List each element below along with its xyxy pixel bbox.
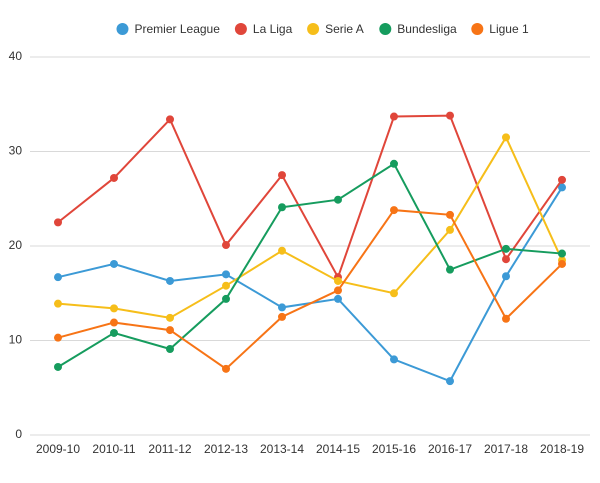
series-line	[57, 162, 563, 368]
data-point	[166, 276, 174, 285]
data-point	[278, 171, 286, 180]
data-point	[166, 115, 174, 124]
data-point	[446, 265, 454, 274]
data-point	[222, 270, 230, 279]
data-point	[166, 313, 174, 322]
x-tick-label: 2016-17	[428, 442, 472, 456]
y-tick-label: 0	[15, 427, 22, 441]
data-point	[54, 273, 62, 282]
data-point	[278, 312, 286, 321]
y-tick-label: 40	[9, 49, 23, 63]
x-tick-label: 2017-18	[484, 442, 528, 456]
legend-label: Premier League	[135, 22, 221, 36]
data-point	[502, 133, 510, 142]
legend-label: La Liga	[253, 22, 293, 36]
data-point	[334, 276, 342, 285]
data-point	[222, 281, 230, 290]
data-point	[222, 241, 230, 250]
y-tick-label: 10	[9, 333, 23, 347]
data-point	[222, 364, 230, 373]
data-point	[334, 195, 342, 204]
legend-swatch	[307, 23, 320, 35]
legend-swatch	[234, 23, 247, 35]
data-point	[54, 218, 62, 227]
legend-label: Bundesliga	[397, 22, 457, 36]
data-point	[446, 210, 454, 219]
x-tick-label: 2015-16	[372, 442, 416, 456]
data-point	[558, 259, 566, 268]
x-tick-label: 2014-15	[316, 442, 360, 456]
data-point	[558, 183, 566, 192]
data-point	[110, 318, 118, 327]
series-line	[57, 114, 563, 280]
data-point	[390, 159, 398, 168]
data-point	[502, 255, 510, 264]
x-tick-label: 2010-11	[92, 442, 135, 456]
x-tick-label: 2018-19	[540, 442, 584, 456]
data-point	[166, 345, 174, 354]
legend-label: Serie A	[325, 22, 364, 36]
data-point	[558, 249, 566, 258]
data-point	[54, 333, 62, 342]
data-point	[110, 173, 118, 182]
data-point	[502, 244, 510, 253]
legend-swatch	[379, 23, 392, 35]
data-point	[110, 259, 118, 268]
data-point	[446, 225, 454, 234]
legend-label: Ligue 1	[489, 22, 529, 36]
data-point	[390, 206, 398, 215]
data-point	[390, 112, 398, 121]
data-point	[390, 355, 398, 364]
data-point	[390, 289, 398, 298]
y-tick-label: 30	[9, 144, 23, 158]
data-point	[334, 286, 342, 295]
x-tick-label: 2012-13	[204, 442, 248, 456]
x-tick-label: 2013-14	[260, 442, 304, 456]
data-point	[502, 272, 510, 281]
x-tick-label: 2011-12	[148, 442, 191, 456]
data-point	[446, 111, 454, 120]
data-point	[278, 246, 286, 255]
series-line	[57, 135, 563, 319]
data-point	[334, 294, 342, 303]
data-point	[278, 303, 286, 312]
data-point	[110, 304, 118, 313]
data-point	[558, 175, 566, 184]
data-point	[54, 299, 62, 308]
data-point	[446, 377, 454, 386]
data-point	[54, 362, 62, 371]
data-point	[110, 328, 118, 337]
data-point	[222, 294, 230, 303]
legend-swatch	[471, 23, 484, 35]
data-point	[278, 203, 286, 212]
series-line	[57, 209, 563, 371]
legend-swatch	[116, 23, 129, 35]
data-point	[502, 314, 510, 323]
x-tick-label: 2009-10	[36, 442, 80, 456]
y-tick-label: 20	[9, 238, 23, 252]
data-point	[166, 326, 174, 335]
